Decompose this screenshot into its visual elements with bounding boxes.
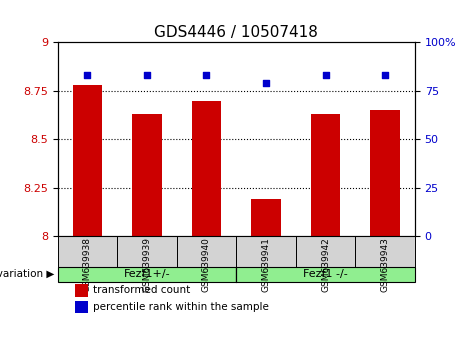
Bar — [132, 114, 162, 236]
Bar — [117, 236, 177, 267]
Point — [322, 73, 329, 78]
Bar — [76, 284, 88, 297]
Point — [143, 73, 151, 78]
Bar — [236, 236, 296, 267]
Point — [381, 73, 389, 78]
Text: GSM639939: GSM639939 — [142, 237, 152, 292]
Point — [84, 73, 91, 78]
Title: GDS4446 / 10507418: GDS4446 / 10507418 — [154, 25, 318, 40]
Bar — [72, 85, 102, 236]
Bar — [355, 236, 415, 267]
Text: transformed count: transformed count — [93, 285, 190, 295]
Text: Fezf1+/-: Fezf1+/- — [124, 269, 170, 279]
Text: Fezf1 -/-: Fezf1 -/- — [303, 269, 348, 279]
Text: GSM639943: GSM639943 — [381, 237, 390, 292]
Point — [203, 73, 210, 78]
Text: GSM639941: GSM639941 — [261, 237, 271, 292]
Text: GSM639938: GSM639938 — [83, 237, 92, 292]
Bar — [251, 200, 281, 236]
Point — [262, 80, 270, 86]
Bar — [58, 236, 117, 267]
Text: GSM639940: GSM639940 — [202, 237, 211, 292]
Bar — [311, 114, 341, 236]
Bar — [236, 267, 415, 282]
Bar — [76, 301, 88, 313]
Text: genotype/variation ▶: genotype/variation ▶ — [0, 269, 54, 279]
Bar — [370, 110, 400, 236]
Bar — [177, 236, 236, 267]
Text: GSM639942: GSM639942 — [321, 237, 330, 292]
Bar — [296, 236, 355, 267]
Bar — [192, 101, 221, 236]
Bar — [58, 267, 236, 282]
Text: percentile rank within the sample: percentile rank within the sample — [93, 302, 269, 312]
